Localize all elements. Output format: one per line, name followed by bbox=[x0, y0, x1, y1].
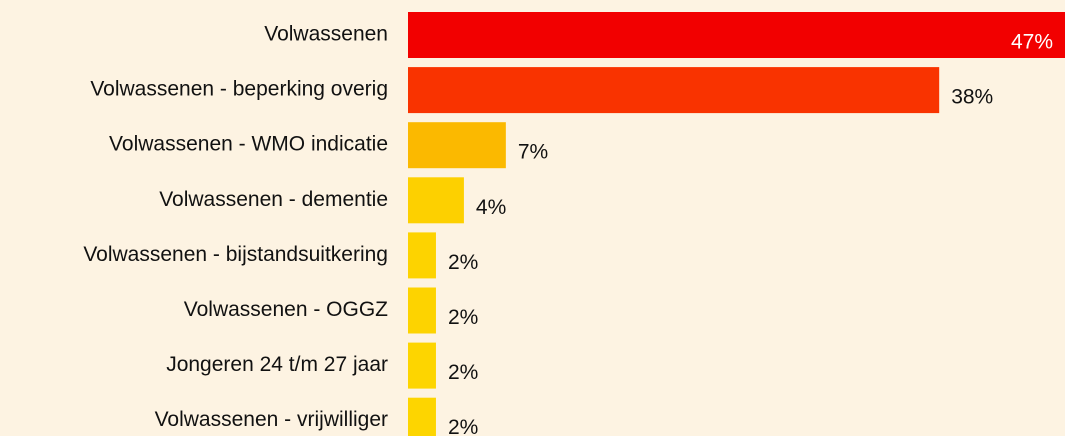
value-label: 7% bbox=[518, 141, 548, 164]
category-label: Volwassenen bbox=[264, 23, 388, 46]
category-label: Volwassenen - WMO indicatie bbox=[109, 133, 388, 156]
value-label: 2% bbox=[448, 251, 478, 274]
bar bbox=[408, 122, 506, 169]
value-label: 47% bbox=[1011, 31, 1053, 54]
category-label: Volwassenen - bijstandsuitkering bbox=[83, 243, 388, 266]
bar bbox=[408, 67, 940, 114]
value-label: 2% bbox=[448, 306, 478, 329]
category-label: Volwassenen - OGGZ bbox=[184, 298, 388, 321]
bar bbox=[408, 287, 436, 334]
category-label: Jongeren 24 t/m 27 jaar bbox=[166, 353, 388, 376]
category-label: Volwassenen - dementie bbox=[159, 188, 388, 211]
bar bbox=[408, 232, 436, 279]
category-label: Volwassenen - beperking overig bbox=[90, 78, 388, 101]
bar bbox=[408, 177, 464, 224]
value-label: 2% bbox=[448, 416, 478, 436]
bar bbox=[408, 397, 436, 436]
value-label: 2% bbox=[448, 361, 478, 384]
value-label: 38% bbox=[951, 86, 993, 109]
bar bbox=[408, 12, 1065, 58]
value-label: 4% bbox=[476, 196, 506, 219]
category-label: Volwassenen - vrijwilliger bbox=[155, 408, 388, 431]
bar bbox=[408, 342, 436, 389]
